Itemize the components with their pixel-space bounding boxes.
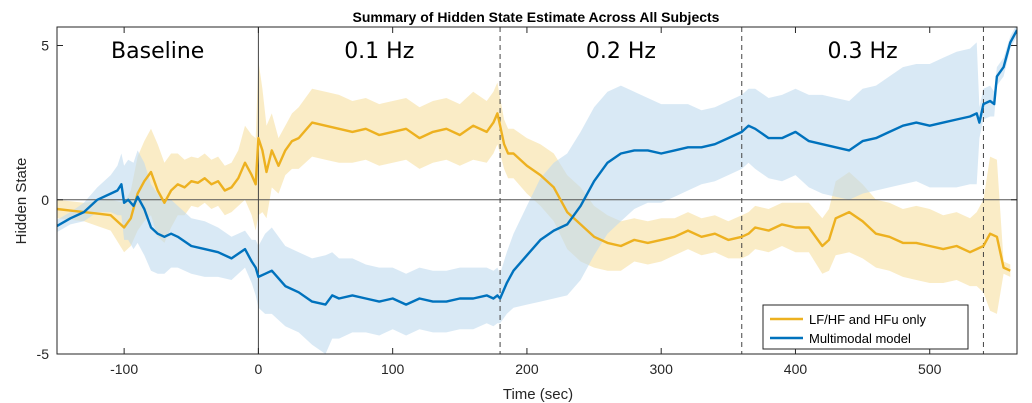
plot-area: Baseline 0.1 Hz 0.2 Hz 0.3 Hz -100 0 100 200 300… [37,26,1018,377]
x-tick-label-0: -100 [110,361,138,377]
series-line-1 [57,29,1017,306]
series-line-0 [57,112,1011,272]
x-tick-label-5: 400 [784,361,808,377]
x-tick-label-3: 200 [515,361,539,377]
x-axis-label: Time (sec) [503,386,573,403]
confidence-band-0 [57,60,1011,314]
y-axis-label: Hidden State [13,158,30,245]
x-tick-label-1: 0 [255,361,263,377]
legend-label-1: Multimodal model [809,331,911,346]
chart-title: Summary of Hidden State Estimate Across … [353,9,720,25]
legend: LF/HF and HFu only Multimodal model [762,304,969,350]
y-tick-label-1: 0 [41,192,49,208]
phase-label-0: Baseline [111,39,204,64]
confidence-band-1 [57,27,1017,354]
legend-box [762,304,969,350]
x-tick-label-6: 500 [918,361,942,377]
axes-box [56,26,1018,355]
x-tick-label-4: 300 [650,361,674,377]
y-tick-label-2: 5 [41,38,49,54]
phase-label-3: 0.3 Hz [828,39,898,64]
x-tick-label-2: 100 [381,361,405,377]
y-tick-label-0: -5 [37,346,50,362]
legend-label-0: LF/HF and HFu only [809,312,927,327]
phase-label-1: 0.1 Hz [344,39,414,64]
phase-label-2: 0.2 Hz [586,39,656,64]
series-layer [57,27,1017,354]
